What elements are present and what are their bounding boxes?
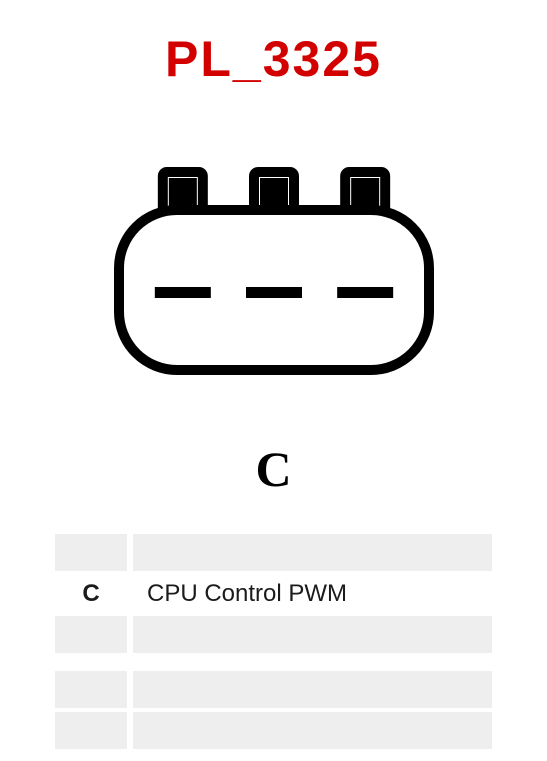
table-row: CCPU Control PWM	[55, 575, 492, 612]
table-cell-value	[133, 534, 492, 571]
connector-tab-fill	[260, 178, 288, 208]
table-cell-key: C	[55, 575, 127, 612]
table-cell-key	[55, 534, 127, 571]
table-cell-value: CPU Control PWM	[133, 575, 492, 612]
pin-slot	[246, 287, 302, 298]
table-cell-key	[55, 712, 127, 749]
table-row	[55, 616, 492, 653]
connector-diagram	[0, 140, 547, 405]
table-row	[55, 712, 492, 749]
table-cell-value	[133, 671, 492, 708]
connector-tab-fill	[351, 178, 379, 208]
table-cell-value	[133, 616, 492, 653]
part-number-title: PL_3325	[0, 30, 547, 88]
page: PL_3325 C CCPU Control PWM	[0, 0, 547, 761]
table-cell-key	[55, 616, 127, 653]
pin-table: CCPU Control PWM	[55, 534, 492, 749]
pin-slot	[154, 287, 210, 298]
table-cell-value	[133, 712, 492, 749]
table-row	[55, 671, 492, 708]
connector-tab-fill	[168, 178, 196, 208]
pin-slot	[337, 287, 393, 298]
table-row	[55, 534, 492, 571]
connector-svg	[104, 140, 444, 400]
table-cell-key	[55, 671, 127, 708]
pin-label: C	[0, 440, 547, 498]
